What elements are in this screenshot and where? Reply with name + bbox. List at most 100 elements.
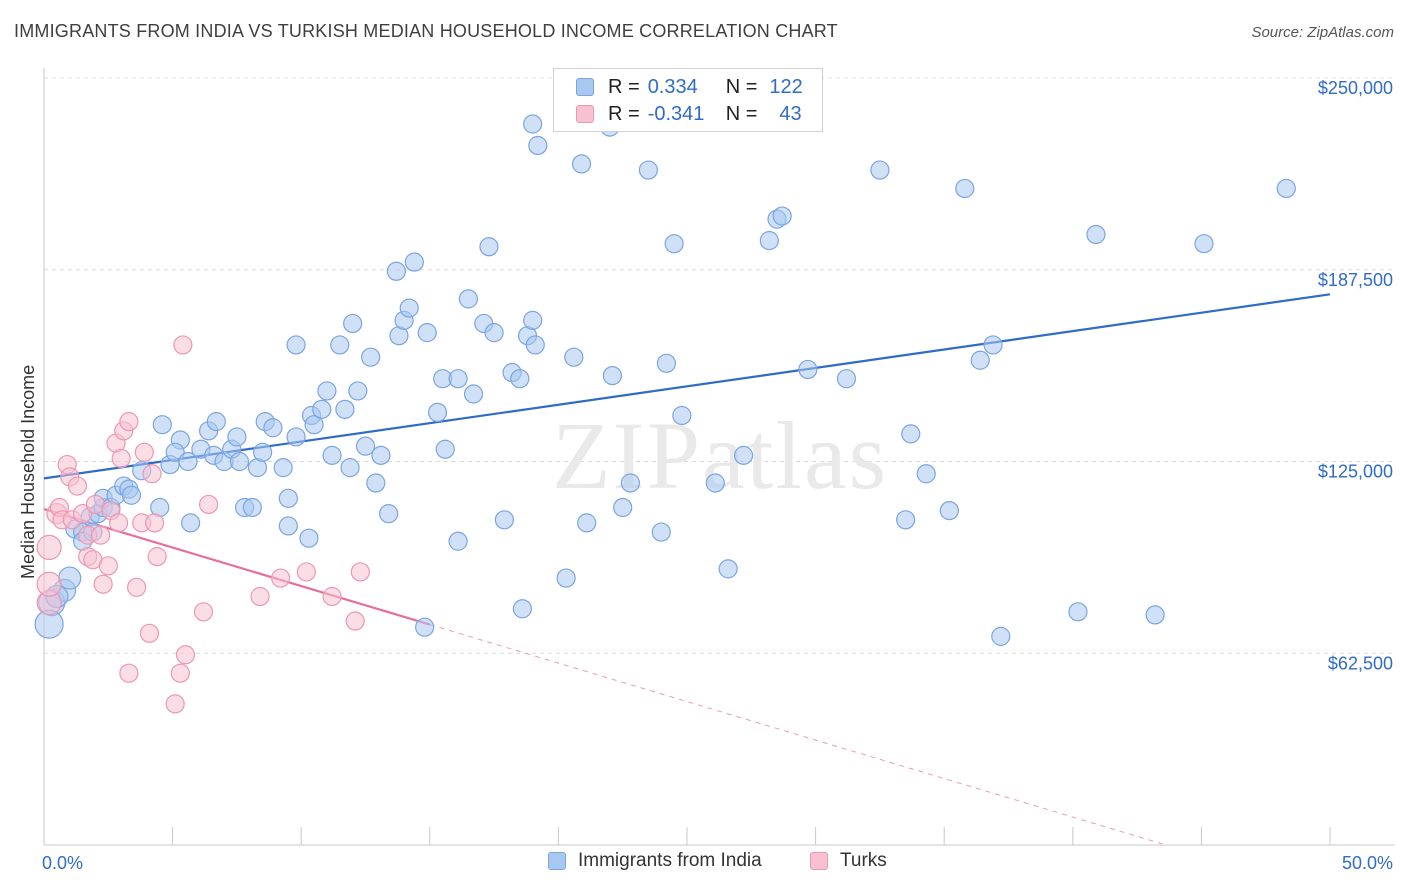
india-point [335,399,355,419]
chart-source: Source: ZipAtlas.com [1251,24,1394,41]
india-point [525,335,545,355]
india-point [361,347,381,367]
india-point [664,234,684,254]
india-point [229,451,250,472]
india-point [399,298,419,318]
turks-trend-line [43,508,431,626]
turks-point [173,335,193,355]
data-points [34,114,1296,714]
legend-r-value: 0.334 [647,75,698,98]
india-point [343,313,363,334]
stats-legend: R = 0.334 N = 122 R = -0.341 N = 43 [553,68,823,132]
turks-point [250,586,270,607]
india-point [528,135,548,156]
india-point [286,335,306,355]
india-point [448,531,468,551]
legend-r-label: R = [608,75,640,98]
india-point [312,399,332,419]
india-point [970,350,990,370]
india-point [253,442,273,462]
india-point [939,500,959,521]
india-point [523,310,543,330]
india-point [836,369,857,389]
bottom-legend-label-turks: Turks [840,850,887,871]
turks-point [175,645,196,665]
turks-trend-extension [429,624,1167,846]
india-point [463,384,484,404]
india-point [181,513,201,533]
india-point [983,335,1003,355]
turks-point [139,623,160,643]
india-point [484,323,504,343]
bottom-legend-swatch-turks [810,852,828,870]
india-point [458,289,478,309]
india-point [571,154,592,174]
india-point [58,566,82,590]
legend-swatch-turks [576,105,594,123]
turks-point [90,525,111,545]
legend-n-label: N = [725,102,758,125]
turks-point [147,547,167,567]
turks-point [111,448,131,469]
india-point [577,513,597,533]
x-tick-label: 0.0% [42,853,83,873]
x-tick-label: 50.0% [1342,853,1393,873]
india-point [510,369,530,389]
turks-point [322,586,342,607]
tick-labels: $62,500 $125,000 $187,500 $250,000 0.0% 50.0% [42,78,1393,873]
india-point [718,559,738,579]
turks-point [296,562,316,582]
india-point [494,510,514,530]
india-point [371,445,391,465]
india-point [355,436,376,456]
turks-point [36,571,62,597]
turks-point [165,694,185,714]
y-tick-label: $250,000 [1318,78,1393,98]
india-point [523,114,543,134]
turks-point [134,442,154,462]
india-point [417,323,437,343]
india-point [263,418,283,438]
india-point [656,353,677,373]
y-tick-label: $187,500 [1318,270,1393,290]
india-point [1068,602,1088,622]
india-point [564,347,584,367]
turks-point [108,513,129,533]
india-point [602,365,623,386]
india-point [672,405,692,426]
india-point [991,626,1011,646]
turks-point [93,574,113,594]
india-point [386,261,406,281]
turks-point [142,464,162,484]
chart-title: IMMIGRANTS FROM INDIA VS TURKISH MEDIAN … [14,21,838,41]
india-point [556,568,576,588]
india-point [759,231,779,251]
bottom-legend-label-india: Immigrants from India [578,850,762,871]
india-point [299,528,319,548]
bottom-legend-india: Immigrants from India [548,850,762,872]
india-point [348,381,368,401]
turks-point [144,513,165,533]
turks-point [98,556,118,576]
india-point [955,178,975,199]
legend-swatch-india [576,78,594,96]
india-point [916,464,936,484]
india-point [448,369,468,389]
india-point [638,160,659,180]
india-point [278,488,298,508]
legend-n-value: 122 [769,75,803,98]
india-point [427,402,448,423]
india-point [798,359,818,380]
india-point [733,445,754,465]
bottom-legend-swatch-india [548,852,566,870]
india-point [415,617,435,637]
legend-row-turks: R = -0.341 N = 43 [576,101,802,127]
india-point [896,510,916,530]
india-point [772,206,792,226]
legend-r-value: -0.341 [647,102,705,125]
y-axis-label: Median Household Income [18,364,38,579]
legend-n-value: 43 [779,102,802,125]
turks-point [193,602,214,622]
india-point [870,160,890,180]
legend-n-label: N = [725,75,758,98]
